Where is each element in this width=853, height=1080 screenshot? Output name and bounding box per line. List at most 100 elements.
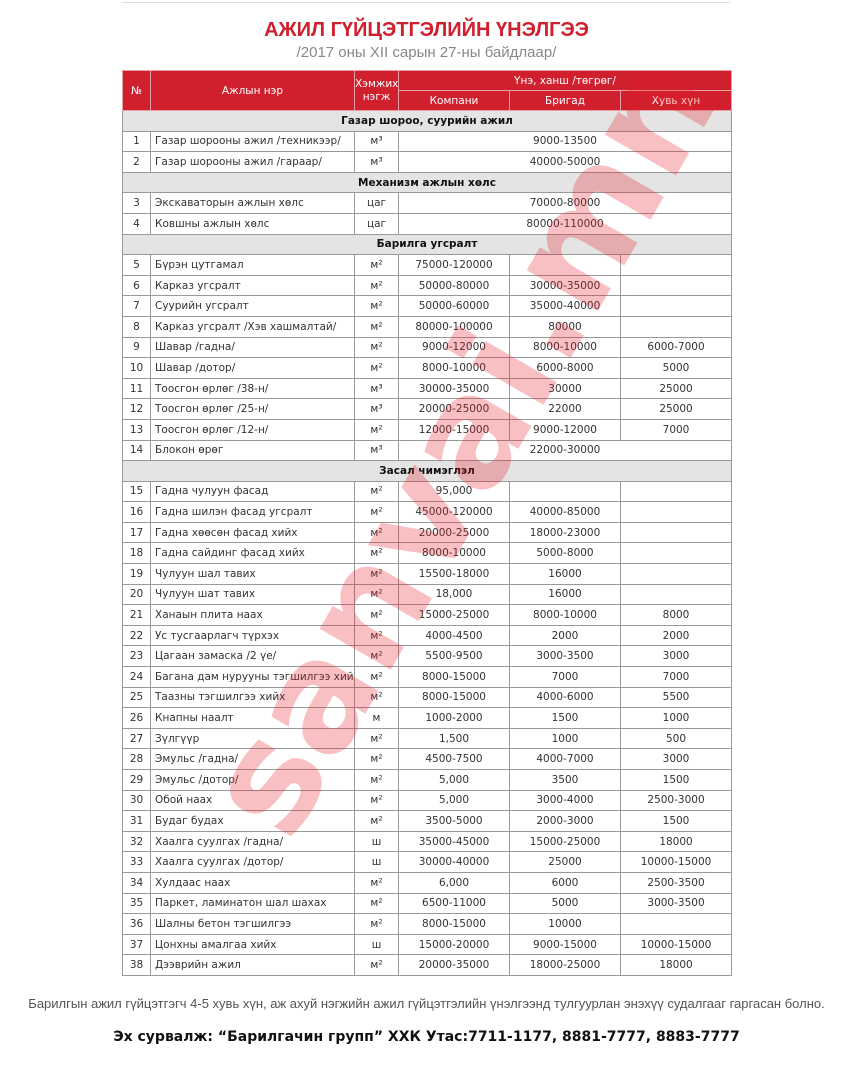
price-company: 45000-120000 [398, 501, 510, 523]
work-name: Таазны тэгшилгээ хийх [150, 686, 355, 709]
price-brigade: 1000 [509, 727, 621, 750]
unit: м² [354, 480, 399, 503]
price-company: 35000-45000 [398, 830, 510, 853]
unit: м² [354, 315, 399, 338]
unit: м² [354, 418, 399, 441]
table-row: 11 Тоосгон өрлөг /38-н/м³ 30000-35000 30000… [122, 377, 733, 400]
unit: м² [354, 810, 399, 832]
unit: м² [354, 295, 399, 317]
price-merged: 80000-110000 [397, 212, 733, 235]
work-name: Эмульс /дотор/ [150, 769, 355, 791]
unit: м² [354, 604, 399, 626]
section-row: Механизм ажлын хөлс [121, 171, 733, 194]
price-brigade [509, 254, 621, 276]
work-name: Гадна чулуун фасад [150, 480, 355, 503]
row-number: 5 [122, 254, 151, 276]
work-name: Карказ угсралт [150, 274, 355, 297]
row-number: 4 [122, 212, 151, 235]
price-brigade: 80000 [509, 315, 621, 338]
price-brigade: 8000-10000 [509, 604, 621, 626]
row-number: 26 [122, 707, 151, 729]
work-name: Гадна хөөсөн фасад хийх [150, 521, 355, 544]
price-brigade: 22000 [509, 398, 621, 420]
footer-source: Эх сурвалж: “Барилгачин групп” ХХК Утас:… [113, 1029, 740, 1045]
table-row: 13 Тоосгон өрлөг /12-н/м² 12000-15000 9000-… [122, 418, 733, 441]
unit: цаг [354, 212, 399, 235]
unit: м² [354, 542, 399, 565]
header-company: Компани [398, 90, 510, 111]
work-name: Карказ угсралт /Хэв хашмалтай/ [150, 315, 355, 338]
price-individual: 2000 [619, 624, 733, 647]
price-individual: 7000 [619, 666, 733, 688]
price-company: 20000-25000 [398, 398, 510, 420]
price-individual [619, 563, 733, 585]
work-name: Обой наах [150, 789, 355, 812]
footer-note: Барилгын ажил гүйцэтгэгч 4-5 хувь хүн, а… [28, 996, 825, 1011]
table-row: 22 Ус тусгаарлагч түрхэх м² 4000-4500 2000 20… [122, 624, 733, 647]
table-row: 28 Эмульс /гадна/м² 4500-7500 4000-7000 3000 [122, 748, 733, 770]
work-name: Гадна сайдинг фасад хийх [150, 542, 355, 565]
price-company: 3500-5000 [398, 810, 510, 832]
price-individual: 1000 [619, 707, 733, 729]
work-name: Багана дам нурууны тэгшилгээ хийх [150, 666, 355, 688]
price-company: 5,000 [398, 789, 510, 812]
row-number: 25 [122, 686, 151, 709]
price-company: 30000-35000 [398, 377, 510, 400]
price-brigade: 4000-6000 [509, 686, 621, 709]
row-number: 28 [122, 748, 151, 770]
row-number: 6 [122, 274, 151, 297]
price-individual [619, 583, 733, 606]
row-number: 17 [122, 521, 151, 544]
price-brigade: 9000-12000 [509, 418, 621, 441]
price-brigade: 2000-3000 [509, 810, 621, 832]
work-name: Хаалга суулгах /дотор/ [150, 851, 355, 873]
row-number: 38 [122, 954, 151, 976]
work-name: Дээврийн ажил [150, 954, 355, 976]
unit: м² [354, 624, 399, 647]
unit: м² [354, 727, 399, 750]
row-number: 22 [122, 624, 151, 647]
price-individual: 25000 [619, 398, 733, 420]
price-brigade [509, 480, 621, 503]
row-number: 14 [122, 439, 151, 462]
header-unit: Хэмжих нэгж [354, 70, 399, 111]
table-row: 19 Чулуун шал тавих м² 15500-18000 16000 [122, 563, 733, 585]
price-company: 15000-25000 [398, 604, 510, 626]
price-brigade: 16000 [509, 583, 621, 606]
work-name: Ханаын плита наах [150, 604, 355, 626]
price-company: 30000-40000 [398, 851, 510, 873]
unit: м² [354, 871, 399, 894]
price-company: 6500-11000 [398, 892, 510, 915]
work-name: Эмульс /гадна/ [150, 748, 355, 770]
price-company: 95,000 [398, 480, 510, 503]
section-title: Механизм ажлын хөлс [121, 171, 733, 194]
row-number: 36 [122, 913, 151, 935]
header-name: Ажлын нэр [150, 70, 355, 111]
row-number: 29 [122, 769, 151, 791]
work-name: Кнапны наалт [150, 707, 355, 729]
table-row: 1 Газар шорооны ажил /техникээр/м³ 9000-13… [122, 130, 733, 153]
row-number: 9 [122, 336, 151, 359]
price-company: 20000-35000 [398, 954, 510, 976]
row-number: 30 [122, 789, 151, 812]
price-company: 12000-15000 [398, 418, 510, 441]
section-row: Газар шороо, суурийн ажил [121, 110, 733, 132]
unit: м² [354, 892, 399, 915]
table-row: 3 Экскаваторын ажлын хөлс цаг 70000-80000 [122, 192, 733, 214]
price-company: 15500-18000 [398, 563, 510, 585]
row-number: 8 [122, 315, 151, 338]
unit: ш [354, 851, 399, 873]
table-row: 9 Шавар /гадна/м² 9000-12000 8000-10000 6000… [122, 336, 733, 359]
price-brigade: 6000 [509, 871, 621, 894]
table-row: 14 Блокон өрөг м³ 22000-30000 [122, 439, 733, 462]
price-company: 8000-15000 [398, 913, 510, 935]
price-company: 75000-120000 [398, 254, 510, 276]
work-name: Чулуун шал тавих [150, 563, 355, 585]
work-name: Суурийн угсралт [150, 295, 355, 317]
price-company: 6,000 [398, 871, 510, 894]
price-company: 4500-7500 [398, 748, 510, 770]
price-individual: 2500-3000 [619, 789, 733, 812]
price-company: 20000-25000 [398, 521, 510, 544]
price-company: 80000-100000 [398, 315, 510, 338]
row-number: 20 [122, 583, 151, 606]
